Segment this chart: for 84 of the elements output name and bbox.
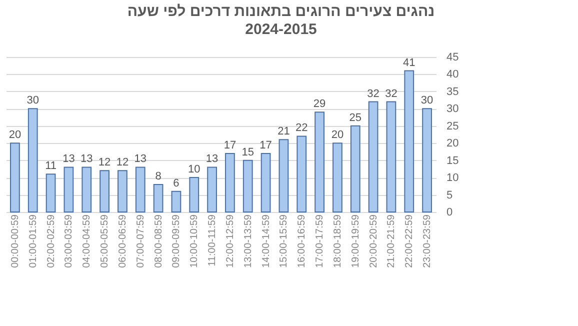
bar [46, 174, 56, 212]
data-label: 10 [188, 164, 200, 176]
x-tick-label: 13:00-13:59 [242, 214, 254, 268]
data-label: 29 [313, 98, 326, 110]
x-tick-label: 20:00-20:59 [368, 214, 380, 268]
x-tick-label: 21:00-21:59 [386, 214, 398, 268]
bar [153, 184, 164, 212]
x-tick-label: 08:00-08:59 [153, 214, 164, 268]
x-tick-label: 18:00-18:59 [332, 214, 344, 268]
x-tick-label: 10:00-10:59 [189, 214, 200, 268]
x-tick-label: 09:00-09:59 [171, 214, 182, 268]
bar [10, 142, 20, 212]
x-tick-label: 05:00-05:59 [100, 214, 111, 268]
bar [386, 101, 396, 212]
y-tick-label: 30 [446, 103, 459, 116]
bar [225, 152, 235, 212]
data-label: 20 [331, 129, 344, 142]
data-label: 30 [26, 94, 39, 107]
x-tick-label: 01:00-01:59 [28, 214, 39, 268]
bar [422, 108, 432, 212]
x-tick-label: 06:00-06:59 [117, 214, 128, 268]
bar [82, 166, 92, 212]
x-tick-label: 03:00-03:59 [64, 214, 75, 268]
bar [135, 166, 146, 212]
data-label: 13 [206, 153, 218, 166]
bar [278, 139, 289, 212]
data-label: 13 [134, 153, 146, 166]
data-label: 11 [45, 160, 57, 172]
bar [28, 108, 38, 212]
data-label: 17 [260, 139, 272, 152]
data-label: 32 [385, 88, 398, 100]
y-tick-label: 0 [446, 206, 453, 218]
data-label: 21 [278, 126, 290, 138]
data-label: 22 [296, 122, 308, 134]
data-label: 12 [116, 156, 129, 169]
x-tick-label: 07:00-07:59 [135, 214, 146, 268]
data-label: 6 [173, 177, 180, 190]
x-tick-label: 00:00-00:59 [10, 214, 21, 268]
x-tick-label: 11:00-11:59 [207, 214, 218, 266]
chart-subtitle: 2024-2015 [245, 21, 317, 38]
bar [171, 190, 182, 212]
data-label: 32 [367, 88, 380, 100]
bar [189, 177, 200, 212]
data-label: 12 [98, 156, 111, 169]
data-label: 41 [403, 56, 416, 69]
x-tick-label: 12:00-12:59 [224, 214, 236, 268]
bar [314, 112, 324, 212]
x-tick-label: 15:00-15:59 [278, 214, 290, 268]
y-tick-label: 40 [446, 68, 459, 81]
data-label: 30 [420, 94, 434, 107]
y-tick-label: 10 [446, 172, 459, 184]
y-tick-label: 15 [446, 154, 459, 167]
data-label: 13 [62, 153, 75, 166]
y-tick-label: 45 [446, 52, 459, 64]
x-tick-label: 14:00-14:59 [260, 214, 272, 268]
x-tick-label: 22:00-22:59 [404, 214, 416, 268]
y-tick-label: 35 [446, 86, 459, 98]
y-tick-label: 20 [446, 138, 459, 150]
data-label: 13 [80, 153, 93, 166]
y-tick-label: 25 [446, 120, 459, 132]
bar [368, 101, 378, 212]
bar [260, 152, 271, 212]
bar [404, 70, 414, 212]
bar [207, 166, 217, 212]
chart-title: נהגים צעירים הרוגים בתאונות דרכים לפי שעה [127, 3, 435, 20]
x-tick-label: 16:00-16:59 [296, 214, 308, 268]
bar [332, 142, 342, 212]
data-label: 8 [155, 170, 162, 182]
bar [350, 125, 360, 212]
bar [242, 160, 253, 212]
x-tick-label: 02:00-02:59 [46, 214, 57, 268]
data-label: 17 [224, 139, 236, 152]
bar [100, 170, 110, 212]
x-tick-label: 23:00-23:59 [422, 214, 434, 268]
y-tick-label: 5 [446, 189, 453, 202]
x-tick-label: 17:00-17:59 [314, 214, 326, 268]
x-tick-label: 04:00-04:59 [82, 214, 93, 268]
data-label: 20 [8, 129, 22, 142]
x-tick-label: 19:00-19:59 [350, 214, 362, 268]
bar [296, 136, 307, 212]
data-label: 25 [349, 112, 362, 124]
bar [118, 170, 128, 212]
bar [64, 166, 74, 212]
data-label: 15 [242, 146, 254, 158]
